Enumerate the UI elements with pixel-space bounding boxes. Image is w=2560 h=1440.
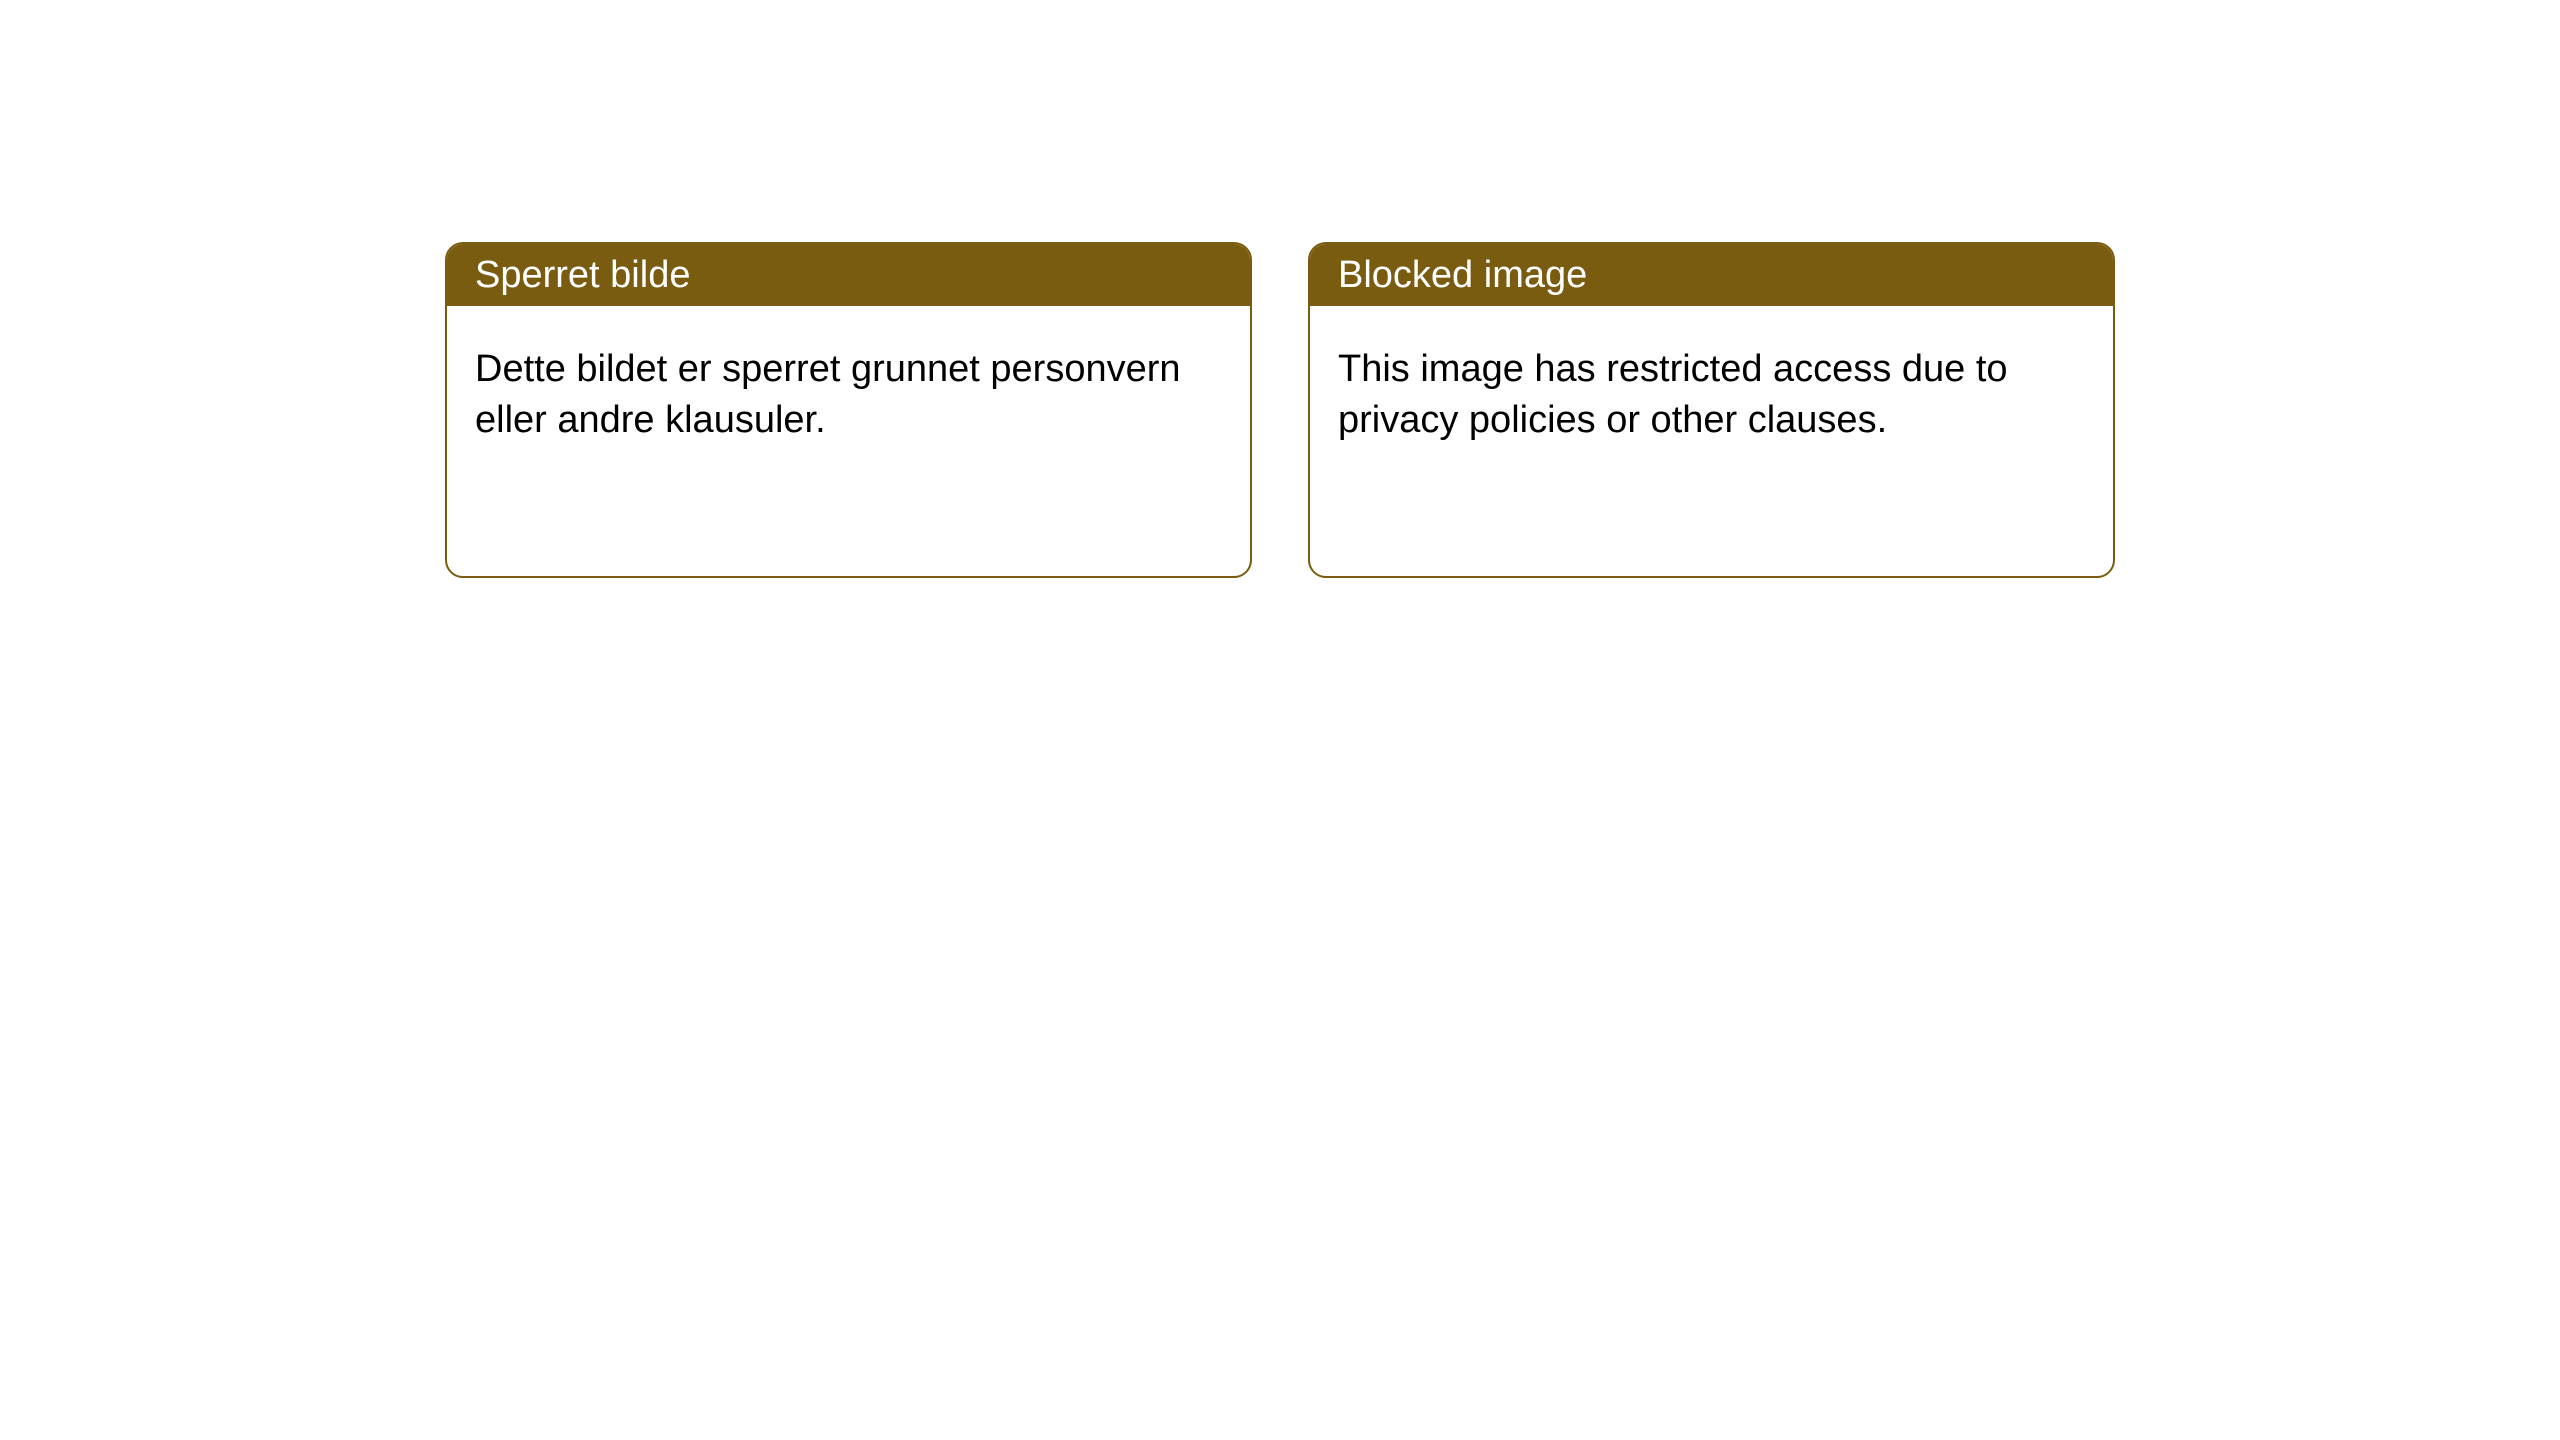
card-header: Blocked image bbox=[1310, 244, 2113, 306]
blocked-image-card-no: Sperret bilde Dette bildet er sperret gr… bbox=[445, 242, 1252, 578]
card-body-text: Dette bildet er sperret grunnet personve… bbox=[475, 348, 1181, 441]
card-body: This image has restricted access due to … bbox=[1310, 306, 2113, 485]
card-body: Dette bildet er sperret grunnet personve… bbox=[447, 306, 1250, 485]
card-header: Sperret bilde bbox=[447, 244, 1250, 306]
card-title: Sperret bilde bbox=[475, 254, 690, 297]
notice-cards-container: Sperret bilde Dette bildet er sperret gr… bbox=[0, 0, 2560, 578]
card-body-text: This image has restricted access due to … bbox=[1338, 348, 2008, 441]
card-title: Blocked image bbox=[1338, 254, 1587, 297]
blocked-image-card-en: Blocked image This image has restricted … bbox=[1308, 242, 2115, 578]
